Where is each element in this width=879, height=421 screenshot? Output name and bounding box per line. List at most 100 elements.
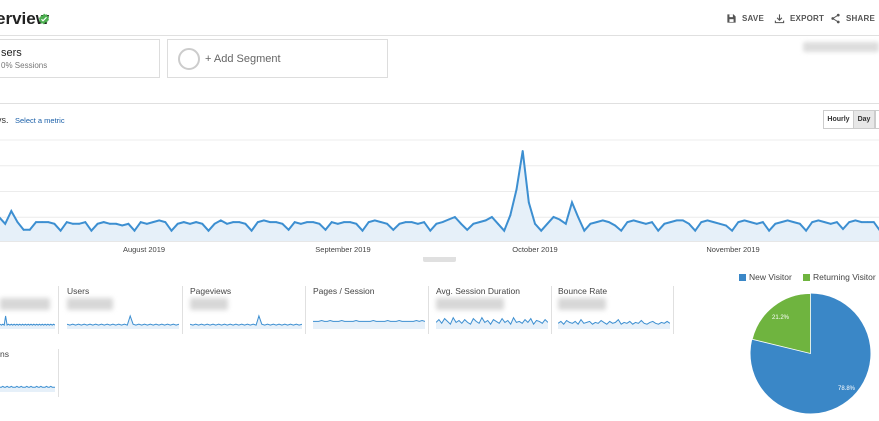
chart-point [336,222,339,225]
pie-label-returning-visitor: 21.2% [772,315,790,321]
chart-point [718,222,721,225]
chart-point [558,218,561,221]
save-button[interactable]: SAVE [726,13,764,24]
chart-point [509,214,512,217]
legend-new-visitor[interactable]: New Visitor [739,272,792,282]
chart-point [324,228,327,231]
add-segment-button[interactable]: + Add Segment [167,39,388,78]
chart-point [145,222,148,225]
chart-point [330,221,333,224]
sparkline-line [0,315,55,326]
x-tick-label: September 2019 [315,245,370,254]
chart-point [133,229,136,232]
metric-card[interactable]: Users [63,286,183,334]
verified-check-icon [39,13,49,25]
chart-point [47,221,50,224]
chart-point [380,221,382,224]
add-segment-circle-icon [178,48,200,70]
legend-returning-visitor[interactable]: Returning Visitor [803,272,876,282]
chart-point [287,228,290,231]
export-button[interactable]: EXPORT [774,13,824,24]
chart-point [28,228,31,231]
chart-point [72,222,74,225]
chart-point [749,221,752,224]
day-button[interactable]: Day [853,110,875,129]
date-range-picker[interactable] [803,42,879,52]
chart-point [84,221,87,224]
chart-point [361,229,364,232]
chart-point [195,221,198,224]
chart-point [743,219,746,222]
x-tick-label: November 2019 [706,245,759,254]
metric-sparkline [67,314,179,329]
chart-point [577,216,580,218]
chart-line [0,150,879,233]
add-segment-label: + Add Segment [205,53,281,65]
metric-value-blurred [0,298,50,310]
chart-point [170,229,173,232]
chart-point [35,221,37,224]
metric-card[interactable]: ns [0,349,59,397]
chart-point [564,222,567,225]
chart-point [78,222,80,225]
chart-point [16,221,19,224]
share-button[interactable]: SHARE [830,13,875,24]
chart-point [398,222,401,225]
sparkline-fill [558,319,670,329]
chart-point [799,222,801,225]
chart-point [792,221,795,224]
chart-point [281,222,284,225]
chart-point [139,221,142,224]
metric-card[interactable]: Pageviews [186,286,306,334]
chart-point [386,222,389,225]
chart-point [447,218,450,221]
metric-label: Pageviews [190,286,232,296]
chart-points [4,149,875,232]
sparkline-fill [0,315,55,329]
x-tick-label: August 2019 [123,245,165,254]
pie-slice-returning-visitor [751,293,811,355]
chart-point [299,222,302,225]
metric-card[interactable] [0,286,59,334]
chart-point [731,229,734,232]
sparkline-line [313,319,425,322]
chart-point [127,222,130,225]
chart-point [601,219,604,222]
legend-returning-visitor-label: Returning Visitor [813,272,876,282]
chart-point [829,222,832,225]
save-label: SAVE [742,14,764,23]
chart-point [392,228,395,231]
chart-point [546,222,549,225]
metric-card[interactable]: Bounce Rate [554,286,674,334]
metric-value-blurred [436,298,504,310]
chart-point [571,201,573,204]
metric-card[interactable]: Pages / Session [309,286,429,334]
select-metric-link[interactable]: Select a metric [15,116,65,125]
metric-card[interactable]: Avg. Session Duration [432,286,552,334]
chart-point [706,219,709,222]
sparkline-line [558,318,670,325]
segment-all-users[interactable]: sers 0% Sessions [0,39,160,78]
hourly-button[interactable]: Hourly [823,110,854,129]
chart-point [102,221,105,224]
chart-point [632,219,635,222]
sparkline-line [0,385,55,388]
metric-label: Pages / Session [313,286,375,296]
chart-point [595,221,598,224]
chart-point [534,222,536,225]
chart-point [373,219,376,222]
chart-point [669,221,672,224]
report-header: erview SAVE EXPORT SHARE [0,0,879,36]
segment-name: sers [1,47,22,59]
chart-point [589,222,592,225]
chart-point [484,219,487,222]
chart-point [755,222,758,225]
chart-point [121,224,124,227]
chart-point [737,221,740,224]
collapse-chart-handle[interactable] [423,257,456,262]
week-button[interactable] [875,110,879,129]
metric-value-blurred [190,298,228,310]
chart-point [41,221,44,224]
chart-point [768,229,771,232]
sessions-line-chart: August 2019 September 2019 October 2019 Nov… [0,139,879,254]
